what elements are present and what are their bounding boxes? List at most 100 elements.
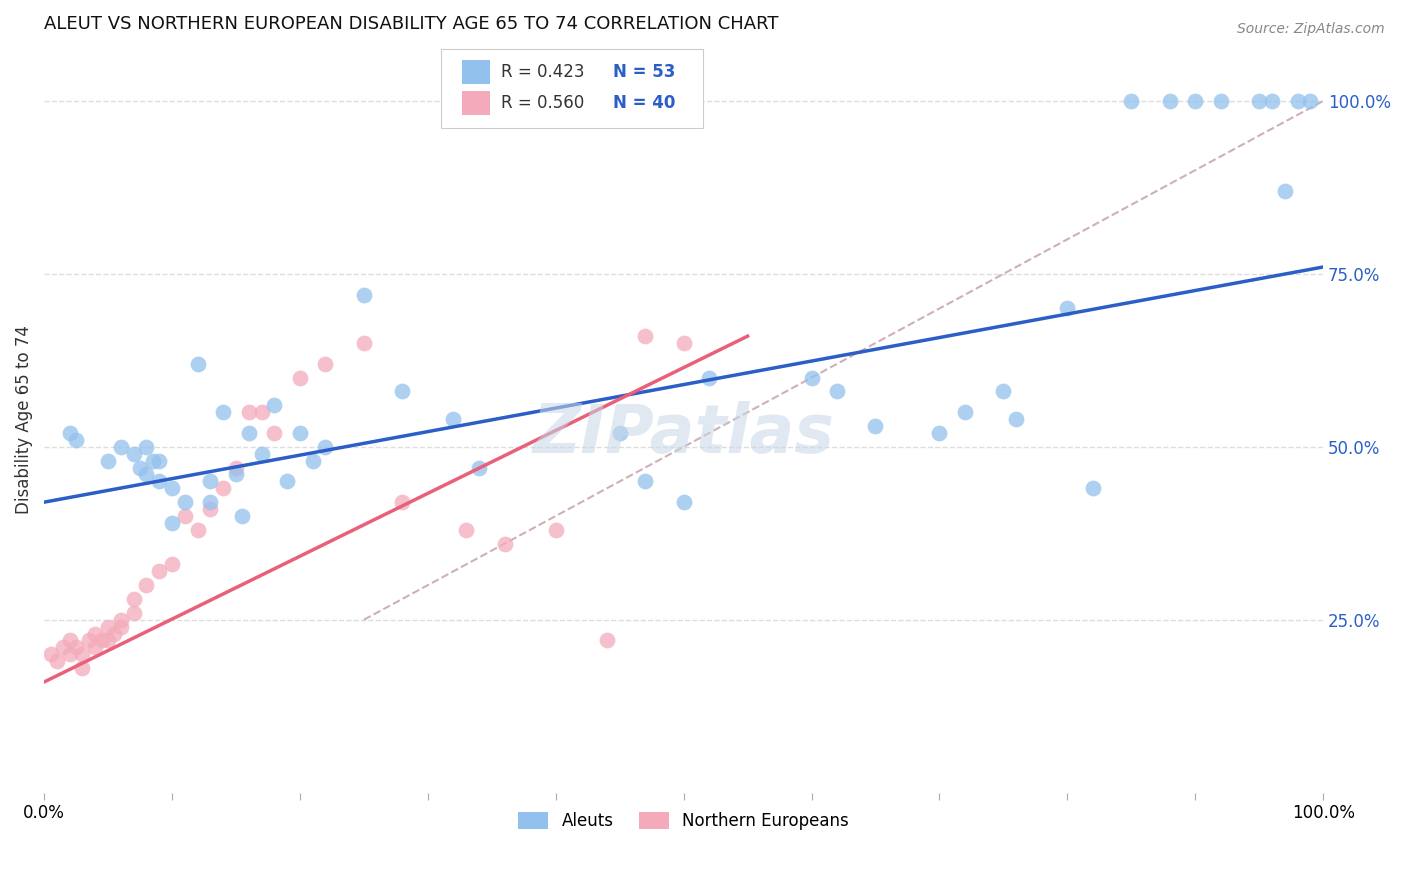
Point [59, 425, 82, 440]
Point [45, 654, 67, 668]
Point [456, 523, 478, 537]
Text: ALEUT VS NORTHERN EUROPEAN DISABILITY AGE 65 TO 74 CORRELATION CHART: ALEUT VS NORTHERN EUROPEAN DISABILITY AG… [44, 15, 779, 33]
Point [697, 370, 720, 384]
Point [160, 516, 183, 530]
Point [953, 405, 976, 419]
Point [90, 633, 112, 648]
Point [160, 558, 183, 572]
Point [250, 447, 273, 461]
Point [135, 440, 157, 454]
Point [825, 384, 848, 399]
Point [1159, 94, 1181, 108]
Point [97, 633, 120, 648]
Point [142, 453, 165, 467]
Point [173, 508, 195, 523]
Text: ZIPatlas: ZIPatlas [533, 401, 835, 467]
Point [1081, 481, 1104, 495]
Point [1209, 94, 1232, 108]
Point [288, 425, 311, 440]
Point [200, 475, 222, 489]
Text: N = 53: N = 53 [613, 62, 676, 81]
Text: Source: ZipAtlas.com: Source: ZipAtlas.com [1237, 22, 1385, 37]
Point [65, 433, 87, 447]
Point [97, 620, 120, 634]
Point [200, 495, 222, 509]
Text: R = 0.423: R = 0.423 [501, 62, 585, 81]
Point [110, 613, 132, 627]
Point [391, 495, 413, 509]
Point [238, 405, 260, 419]
Point [225, 460, 247, 475]
Point [1261, 94, 1284, 108]
Y-axis label: Disability Age 65 to 74: Disability Age 65 to 74 [15, 325, 32, 514]
Point [672, 495, 695, 509]
Point [276, 475, 298, 489]
Point [596, 633, 619, 648]
Point [122, 606, 145, 620]
Point [59, 648, 82, 662]
Point [1121, 94, 1143, 108]
Point [391, 384, 413, 399]
Point [173, 495, 195, 509]
Point [72, 661, 94, 675]
Point [1274, 184, 1296, 198]
Point [135, 578, 157, 592]
Point [672, 336, 695, 351]
Point [225, 467, 247, 482]
Legend: Aleuts, Northern Europeans: Aleuts, Northern Europeans [512, 805, 855, 837]
Point [238, 425, 260, 440]
Point [1249, 94, 1271, 108]
Point [59, 633, 82, 648]
Point [609, 425, 631, 440]
Point [315, 440, 337, 454]
Point [148, 475, 170, 489]
Bar [463, 60, 491, 84]
Point [187, 523, 209, 537]
Point [212, 405, 235, 419]
Point [800, 370, 823, 384]
Point [72, 648, 94, 662]
Point [160, 481, 183, 495]
Point [353, 336, 375, 351]
Point [353, 287, 375, 301]
Point [494, 536, 516, 550]
Point [263, 425, 285, 440]
Point [148, 453, 170, 467]
Point [129, 460, 152, 475]
Bar [463, 91, 491, 115]
Point [250, 405, 273, 419]
Text: R = 0.560: R = 0.560 [501, 95, 583, 112]
Point [1299, 94, 1322, 108]
Point [148, 564, 170, 578]
Point [441, 412, 464, 426]
Point [52, 640, 75, 655]
Point [634, 475, 657, 489]
Point [1184, 94, 1206, 108]
Point [122, 447, 145, 461]
Point [315, 357, 337, 371]
Point [231, 508, 253, 523]
Point [103, 626, 125, 640]
Point [84, 640, 107, 655]
Point [468, 460, 491, 475]
Text: N = 40: N = 40 [613, 95, 676, 112]
Point [97, 453, 120, 467]
Point [301, 453, 323, 467]
Point [288, 370, 311, 384]
Point [1005, 412, 1028, 426]
Point [84, 626, 107, 640]
Point [263, 398, 285, 412]
Point [135, 467, 157, 482]
Point [65, 640, 87, 655]
Point [212, 481, 235, 495]
Point [1056, 301, 1078, 316]
Point [544, 523, 567, 537]
Point [77, 633, 100, 648]
Point [39, 648, 62, 662]
Point [865, 419, 887, 434]
Point [110, 620, 132, 634]
Point [634, 329, 657, 343]
Point [110, 440, 132, 454]
Point [187, 357, 209, 371]
Point [1286, 94, 1309, 108]
